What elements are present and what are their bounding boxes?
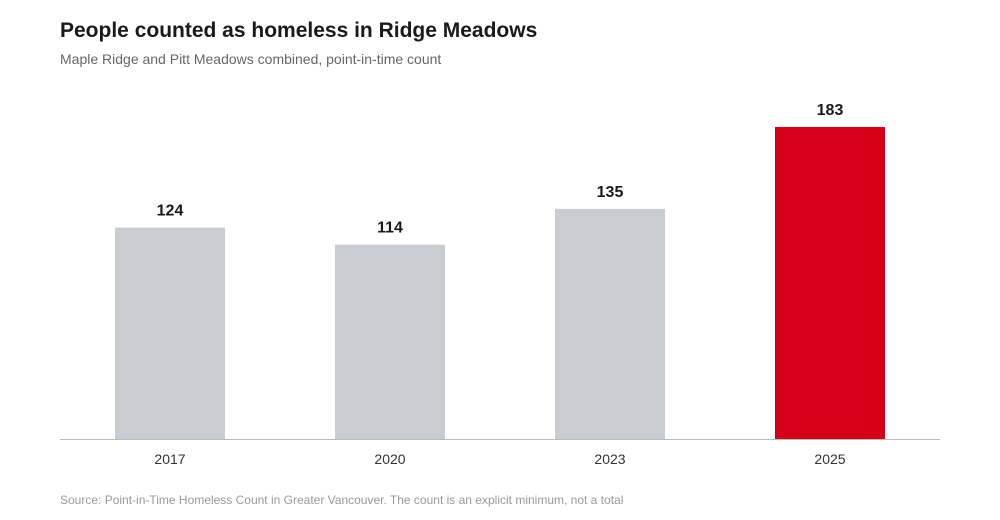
chart-subtitle: Maple Ridge and Pitt Meadows combined, p… bbox=[60, 51, 442, 67]
data-label-2020: 114 bbox=[377, 220, 403, 237]
data-label-2023: 135 bbox=[597, 184, 624, 201]
chart-title: People counted as homeless in Ridge Mead… bbox=[60, 19, 538, 42]
x-tick-label-2017: 2017 bbox=[154, 451, 185, 467]
bar-2023 bbox=[555, 208, 665, 439]
data-label-2017: 124 bbox=[157, 203, 184, 220]
bar-2025 bbox=[775, 127, 885, 439]
x-tick-label-2023: 2023 bbox=[594, 451, 625, 467]
source-note: Source: Point-in-Time Homeless Count in … bbox=[60, 493, 624, 507]
bar-2020 bbox=[335, 244, 445, 439]
bar-2017 bbox=[115, 227, 225, 439]
data-label-2025: 183 bbox=[817, 102, 844, 119]
x-tick-label-2020: 2020 bbox=[374, 451, 405, 467]
x-tick-label-2025: 2025 bbox=[814, 451, 845, 467]
